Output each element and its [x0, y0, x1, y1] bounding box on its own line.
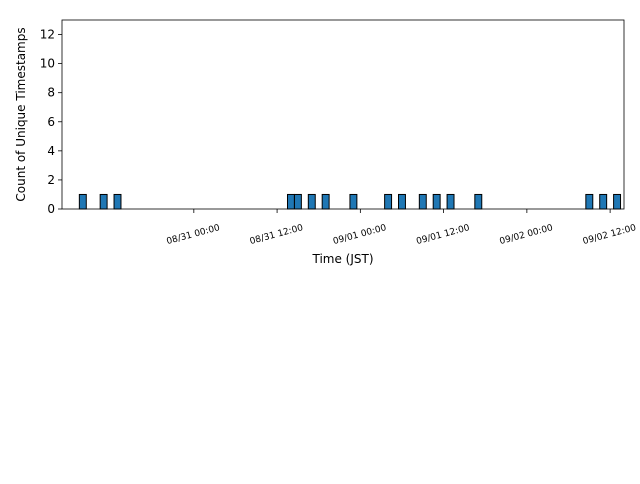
histogram-bar — [418, 193, 427, 210]
histogram-bar — [78, 193, 87, 210]
x-axis-ticks: 08/31 00:00 08/31 12:00 09/01 00:00 09/01 1… — [166, 209, 638, 247]
y-tick-label: 4 — [47, 144, 55, 158]
histogram-bar — [321, 193, 330, 210]
histogram-bar — [599, 193, 608, 210]
x-tick-label: 09/01 00:00 — [332, 223, 388, 247]
plot-frame — [61, 19, 625, 210]
histogram-bar — [99, 193, 108, 210]
histogram-bar — [349, 193, 358, 210]
histogram-bar — [384, 193, 393, 210]
y-tick-label: 8 — [47, 86, 55, 100]
y-tick-label: 12 — [40, 28, 55, 42]
histogram-bar — [474, 193, 483, 210]
x-tick-label: 08/31 00:00 — [166, 223, 222, 247]
histogram-bar — [286, 193, 295, 210]
x-tick-label: 08/31 12:00 — [249, 223, 305, 247]
x-tick-label: 09/02 00:00 — [499, 223, 555, 247]
histogram-bar — [613, 193, 622, 210]
histogram-bar — [307, 193, 316, 210]
histogram-bar — [293, 193, 302, 210]
histogram-bar — [113, 193, 122, 210]
histogram-bar — [432, 193, 441, 210]
y-axis-ticks: 0 2 4 6 8 10 12 — [40, 28, 62, 216]
y-tick-label: 2 — [47, 173, 55, 187]
x-tick-label: 09/02 12:00 — [582, 223, 638, 247]
bars-group — [78, 193, 622, 210]
histogram-bar — [446, 193, 455, 210]
y-axis-label: Count of Unique Timestamps — [14, 27, 28, 201]
x-tick-label: 09/01 12:00 — [415, 223, 471, 247]
y-tick-label: 10 — [40, 57, 55, 71]
x-axis-label: Time (JST) — [311, 252, 373, 266]
y-tick-label: 0 — [47, 202, 55, 216]
histogram-bar — [585, 193, 594, 210]
y-tick-label: 6 — [47, 115, 55, 129]
histogram-bar — [398, 193, 406, 210]
